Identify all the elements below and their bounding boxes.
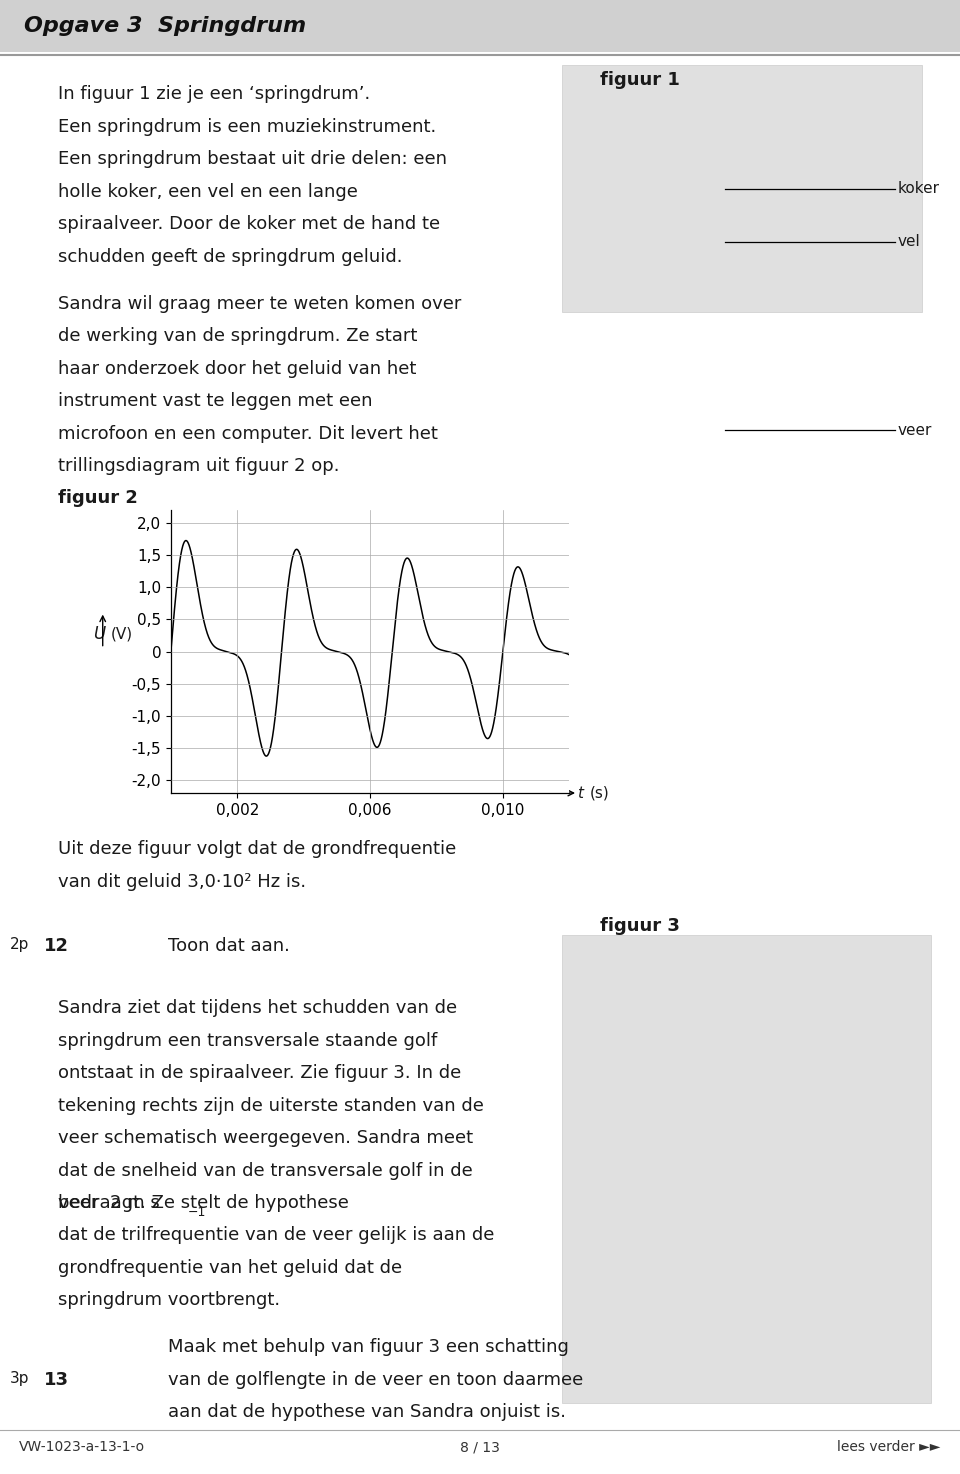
Text: van dit geluid 3,0·10² Hz is.: van dit geluid 3,0·10² Hz is. — [58, 873, 305, 890]
Text: springdrum een transversale staande golf: springdrum een transversale staande golf — [58, 1032, 437, 1049]
Text: instrument vast te leggen met een: instrument vast te leggen met een — [58, 392, 372, 410]
Text: aan dat de hypothese van Sandra onjuist is.: aan dat de hypothese van Sandra onjuist … — [168, 1403, 566, 1421]
Text: 3p: 3p — [10, 1371, 29, 1386]
Text: ontstaat in de spiraalveer. Zie figuur 3. In de: ontstaat in de spiraalveer. Zie figuur 3… — [58, 1064, 461, 1082]
Text: $t$: $t$ — [577, 786, 586, 800]
Text: Uit deze figuur volgt dat de grondfrequentie: Uit deze figuur volgt dat de grondfreque… — [58, 840, 456, 858]
Text: $U$: $U$ — [93, 625, 107, 643]
Text: Maak met behulp van figuur 3 een schatting: Maak met behulp van figuur 3 een schatti… — [168, 1338, 569, 1356]
Text: holle koker, een vel en een lange: holle koker, een vel en een lange — [58, 183, 357, 200]
Bar — [0, 0, 960, 52]
Text: 8 / 13: 8 / 13 — [460, 1440, 500, 1455]
Text: veer  2 m s: veer 2 m s — [58, 1194, 159, 1212]
Text: In figuur 1 zie je een ‘springdrum’.: In figuur 1 zie je een ‘springdrum’. — [58, 85, 370, 103]
Text: microfoon en een computer. Dit levert het: microfoon en een computer. Dit levert he… — [58, 425, 438, 442]
Text: de werking van de springdrum. Ze start: de werking van de springdrum. Ze start — [58, 327, 417, 345]
Text: 12: 12 — [44, 937, 69, 955]
Text: figuur 1: figuur 1 — [600, 71, 680, 88]
Text: 2p: 2p — [10, 937, 29, 952]
Text: Sandra ziet dat tijdens het schudden van de: Sandra ziet dat tijdens het schudden van… — [58, 999, 457, 1017]
Text: (V): (V) — [110, 626, 132, 641]
Text: koker: koker — [898, 181, 940, 196]
Text: trillingsdiagram uit figuur 2 op.: trillingsdiagram uit figuur 2 op. — [58, 457, 339, 475]
Text: Opgave 3  Springdrum: Opgave 3 Springdrum — [24, 16, 306, 35]
Text: Een springdrum is een muziekinstrument.: Een springdrum is een muziekinstrument. — [58, 118, 436, 136]
Bar — [562, 65, 922, 312]
Text: figuur 2: figuur 2 — [58, 489, 137, 507]
Text: tekening rechts zijn de uiterste standen van de: tekening rechts zijn de uiterste standen… — [58, 1097, 484, 1114]
Text: VW-1023-a-13-1-o: VW-1023-a-13-1-o — [19, 1440, 145, 1455]
Text: −1: −1 — [188, 1206, 206, 1219]
Text: spiraalveer. Door de koker met de hand te: spiraalveer. Door de koker met de hand t… — [58, 215, 440, 233]
Text: bedraagt. Ze stelt de hypothese: bedraagt. Ze stelt de hypothese — [58, 1194, 348, 1212]
Text: schudden geeft de springdrum geluid.: schudden geeft de springdrum geluid. — [58, 248, 402, 265]
Text: 13: 13 — [44, 1371, 69, 1389]
Text: veer: veer — [898, 423, 932, 438]
Text: veer schematisch weergegeven. Sandra meet: veer schematisch weergegeven. Sandra mee… — [58, 1129, 472, 1147]
Text: (s): (s) — [589, 786, 610, 800]
Text: figuur 3: figuur 3 — [600, 917, 680, 935]
Text: grondfrequentie van het geluid dat de: grondfrequentie van het geluid dat de — [58, 1259, 401, 1276]
Text: Een springdrum bestaat uit drie delen: een: Een springdrum bestaat uit drie delen: e… — [58, 150, 446, 168]
Text: haar onderzoek door het geluid van het: haar onderzoek door het geluid van het — [58, 360, 416, 377]
Bar — [562, 935, 931, 1403]
Text: springdrum voortbrengt.: springdrum voortbrengt. — [58, 1291, 279, 1309]
Text: vel: vel — [898, 234, 921, 249]
Text: dat de trilfrequentie van de veer gelijk is aan de: dat de trilfrequentie van de veer gelijk… — [58, 1226, 494, 1244]
Text: dat de snelheid van de transversale golf in de: dat de snelheid van de transversale golf… — [58, 1162, 472, 1179]
Text: Sandra wil graag meer te weten komen over: Sandra wil graag meer te weten komen ove… — [58, 295, 461, 312]
Text: lees verder ►►: lees verder ►► — [837, 1440, 941, 1455]
Text: van de golflengte in de veer en toon daarmee: van de golflengte in de veer en toon daa… — [168, 1371, 584, 1389]
Text: Toon dat aan.: Toon dat aan. — [168, 937, 290, 955]
